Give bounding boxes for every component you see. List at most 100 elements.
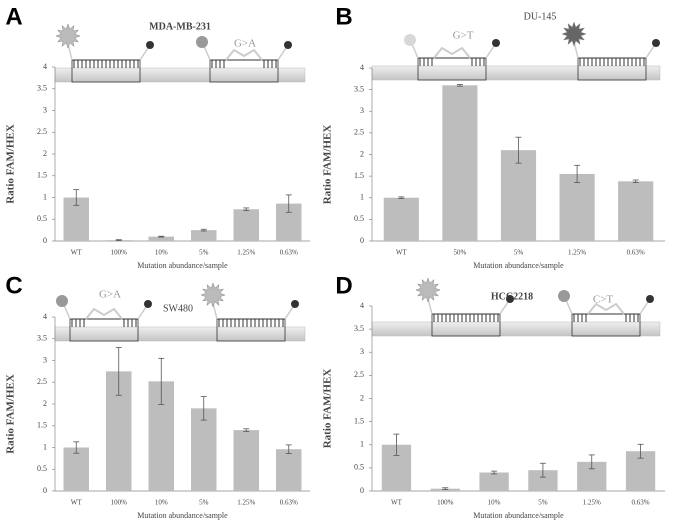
x-axis-label: Mutation abundance/sample — [473, 261, 564, 270]
y-tick-label: 1.5 — [37, 171, 47, 180]
y-tick-label: 3 — [43, 355, 47, 364]
panel: A MDA-MB-231 G>A 0 0.5 1 1.5 2 2.5 3 3.5 4 Ratio FAM… — [5, 3, 310, 270]
y-tick-label: 3.5 — [354, 324, 364, 333]
x-axis-label: Mutation abundance/sample — [473, 511, 564, 520]
bar — [442, 85, 478, 241]
y-tick-label: 2 — [360, 393, 364, 402]
y-tick-label: 4 — [360, 63, 364, 72]
fluorophore — [196, 36, 208, 48]
y-tick-label: 2 — [43, 399, 47, 408]
x-tick-label: 1.25% — [568, 249, 586, 257]
x-tick-label: WT — [396, 249, 408, 257]
error-bar — [158, 235, 165, 238]
bar — [276, 449, 302, 491]
strand — [371, 321, 661, 337]
bar — [191, 230, 217, 241]
quencher — [492, 39, 500, 47]
error-bar — [539, 462, 546, 478]
y-tick-label: 1.5 — [37, 421, 47, 430]
y-tick-label: 3 — [43, 105, 47, 114]
mismatch-loop — [225, 48, 263, 61]
error-bar — [243, 207, 250, 211]
mismatch-loop — [433, 46, 471, 59]
y-tick-label: 1 — [360, 440, 364, 449]
strand — [54, 67, 306, 83]
fluorophore — [56, 295, 68, 307]
panel: C SW480 G>A 0 0.5 1 1.5 2 2.5 3 3.5 4 Ratio FAM/HEX M… — [5, 272, 310, 520]
x-tick-label: 5% — [199, 249, 209, 257]
mutation-annotation: G>T — [453, 30, 474, 42]
panel: B DU-145 G>T 0 0.5 1 1.5 2 2.5 3 3.5 4 Ratio FAM/HEX… — [322, 3, 665, 270]
y-tick-label: 0 — [360, 486, 364, 495]
y-tick-label: 4 — [360, 301, 364, 310]
error-bar — [285, 444, 292, 454]
x-tick-label: 1.25% — [237, 249, 255, 257]
fluorophore — [558, 290, 570, 302]
quencher — [291, 300, 299, 308]
x-tick-label: 0.63% — [280, 499, 298, 507]
x-tick-label: 100% — [437, 499, 454, 507]
error-bar — [158, 357, 165, 405]
y-tick-label: 3 — [360, 106, 364, 115]
strand — [54, 326, 306, 342]
error-bar — [515, 136, 522, 164]
y-axis-label: Ratio FAM/HEX — [322, 125, 334, 205]
linker — [411, 43, 419, 59]
strand — [371, 65, 661, 81]
linker — [139, 47, 149, 61]
bar — [500, 150, 537, 241]
error-bar — [73, 189, 80, 206]
x-tick-label: 100% — [111, 499, 128, 507]
x-tick-label: WT — [391, 499, 403, 507]
bar — [63, 447, 89, 491]
x-tick-label: 5% — [538, 499, 548, 507]
x-tick-label: 0.63% — [632, 499, 650, 507]
linker — [645, 45, 655, 59]
bar — [618, 181, 654, 241]
fluorophore — [404, 34, 416, 46]
y-tick-label: 2.5 — [37, 127, 47, 136]
mutation-annotation: G>A — [234, 38, 256, 50]
y-tick-label: 1.5 — [354, 416, 364, 425]
error-bar — [398, 196, 405, 200]
y-tick-label: 4 — [43, 62, 47, 71]
error-bar — [632, 179, 639, 184]
error-bar — [456, 84, 463, 87]
y-tick-label: 4 — [43, 312, 47, 321]
error-bar — [393, 433, 400, 456]
x-tick-label: 10% — [488, 499, 501, 507]
y-tick-label: 2.5 — [37, 377, 47, 386]
panel-label: A — [5, 3, 22, 30]
quencher — [652, 39, 660, 47]
bar — [191, 408, 217, 491]
panel-label: C — [5, 272, 22, 299]
error-bar — [285, 194, 292, 213]
quencher — [646, 295, 654, 303]
x-tick-label: 5% — [514, 249, 524, 257]
fluorophore-star — [415, 277, 441, 303]
bar — [479, 472, 509, 491]
error-bar — [243, 428, 250, 432]
mutation-annotation: C>T — [593, 294, 614, 306]
x-tick-label: 1.25% — [237, 499, 255, 507]
error-bar — [115, 239, 122, 241]
y-tick-label: 3.5 — [37, 84, 47, 93]
error-bar — [200, 228, 207, 232]
linker — [63, 304, 71, 320]
panel-label: D — [335, 272, 352, 299]
chart-title: SW480 — [163, 303, 193, 314]
y-tick-label: 0.5 — [354, 214, 364, 223]
x-tick-label: 5% — [199, 499, 209, 507]
fluorophore-star — [55, 23, 81, 49]
quencher — [284, 41, 292, 49]
y-axis-label: Ratio FAM/HEX — [5, 374, 17, 454]
bar — [383, 197, 419, 241]
y-tick-label: 3 — [360, 347, 364, 356]
y-tick-label: 2 — [360, 149, 364, 158]
x-tick-label: 10% — [155, 499, 168, 507]
mismatch-loop — [85, 307, 123, 320]
x-tick-label: WT — [71, 249, 83, 257]
linker — [485, 45, 495, 59]
linker — [203, 45, 211, 61]
